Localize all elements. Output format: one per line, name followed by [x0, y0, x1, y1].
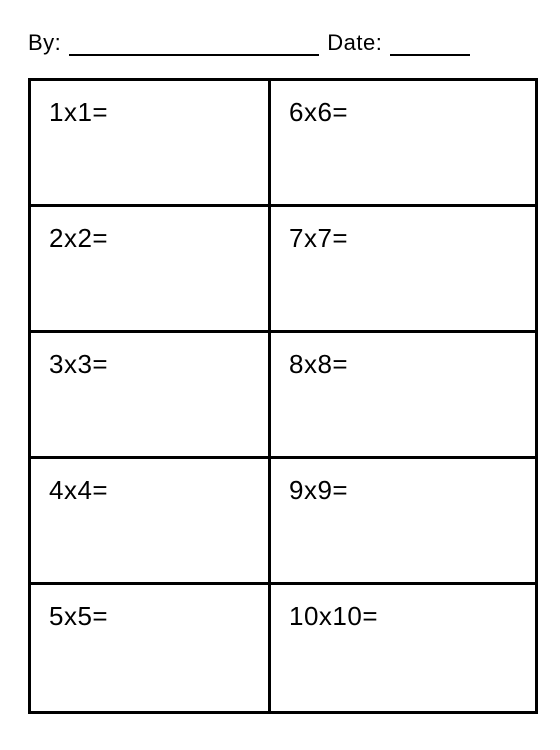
problem-cell[interactable]: 9x9=	[271, 459, 535, 582]
problem-text: 7x7=	[289, 223, 348, 253]
problem-text: 1x1=	[49, 97, 108, 127]
problem-text: 8x8=	[289, 349, 348, 379]
problem-text: 9x9=	[289, 475, 348, 505]
problem-cell[interactable]: 3x3=	[31, 333, 271, 456]
problem-cell[interactable]: 2x2=	[31, 207, 271, 330]
problem-cell[interactable]: 7x7=	[271, 207, 535, 330]
header-row: By: Date:	[28, 30, 540, 56]
problem-text: 2x2=	[49, 223, 108, 253]
table-row: 5x5= 10x10=	[31, 585, 535, 711]
problem-text: 3x3=	[49, 349, 108, 379]
table-row: 1x1= 6x6=	[31, 81, 535, 207]
table-row: 4x4= 9x9=	[31, 459, 535, 585]
problem-cell[interactable]: 6x6=	[271, 81, 535, 204]
table-row: 2x2= 7x7=	[31, 207, 535, 333]
date-input-line[interactable]	[390, 32, 470, 56]
worksheet-grid: 1x1= 6x6= 2x2= 7x7= 3x3= 8x8= 4x4= 9x9= …	[28, 78, 538, 714]
by-label: By:	[28, 30, 61, 56]
date-label: Date:	[327, 30, 382, 56]
problem-cell[interactable]: 1x1=	[31, 81, 271, 204]
problem-cell[interactable]: 10x10=	[271, 585, 535, 711]
table-row: 3x3= 8x8=	[31, 333, 535, 459]
problem-cell[interactable]: 8x8=	[271, 333, 535, 456]
problem-text: 5x5=	[49, 601, 108, 631]
problem-text: 10x10=	[289, 601, 378, 631]
problem-text: 6x6=	[289, 97, 348, 127]
by-input-line[interactable]	[69, 32, 319, 56]
problem-text: 4x4=	[49, 475, 108, 505]
problem-cell[interactable]: 5x5=	[31, 585, 271, 711]
problem-cell[interactable]: 4x4=	[31, 459, 271, 582]
